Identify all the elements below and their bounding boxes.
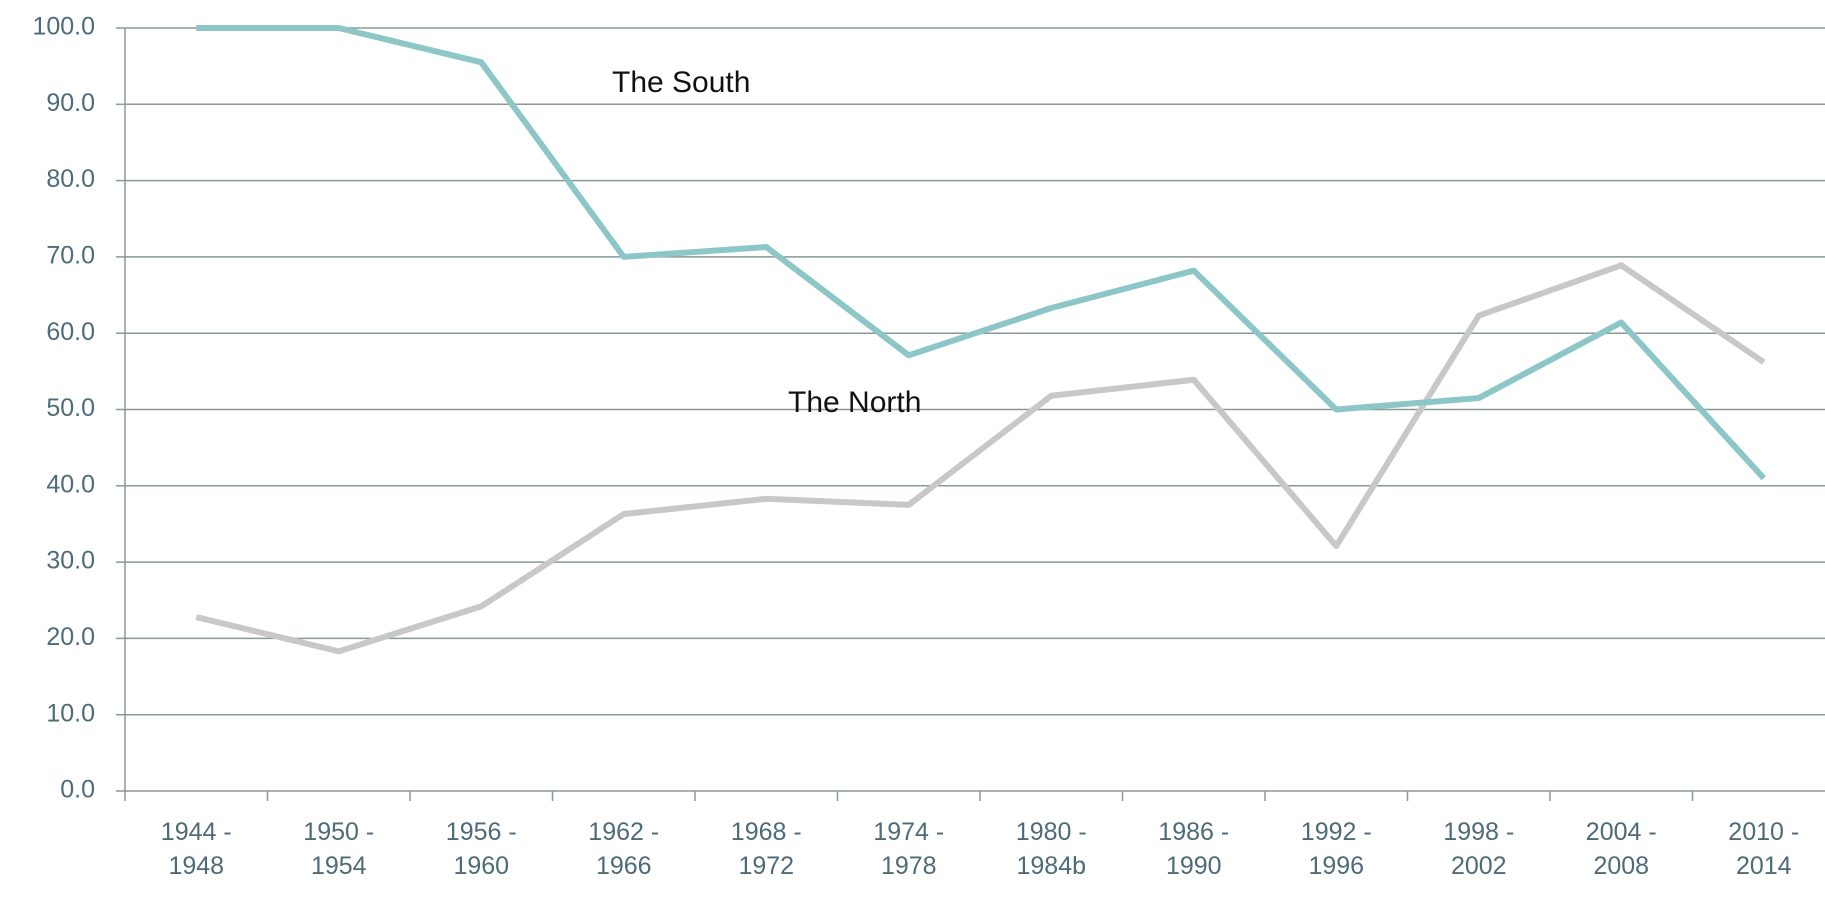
x-tick-label: 1956 - 1960: [445, 818, 517, 880]
y-tick-label: 90.0: [46, 89, 95, 117]
y-tick-label: 0.0: [60, 776, 95, 804]
y-tick-label: 100.0: [32, 13, 95, 41]
x-tick-label: 1986 - 1990: [1158, 818, 1230, 880]
y-tick-label: 10.0: [46, 699, 95, 727]
x-tick-label: 1980 - 1984b: [1015, 818, 1087, 880]
x-tick-label: 1944 - 1948: [160, 818, 232, 880]
line: [196, 25, 1766, 481]
y-tick-label: 20.0: [46, 623, 95, 651]
y-tick-label: 30.0: [46, 547, 95, 575]
x-tick-label: 1950 - 1954: [303, 818, 375, 880]
y-tick-label: 70.0: [46, 242, 95, 270]
y-tick-label: 60.0: [46, 318, 95, 346]
x-tick-label: 1998 - 2002: [1443, 818, 1515, 880]
x-tick-label: 1962 - 1966: [588, 818, 660, 880]
x-tick-label: 1992 - 1996: [1300, 818, 1372, 880]
y-tick-label: 40.0: [46, 470, 95, 498]
line: [195, 262, 1766, 655]
x-tick-label: 1968 - 1972: [730, 818, 802, 880]
y-tick-label: 50.0: [46, 394, 95, 422]
y-tick-label: 80.0: [46, 165, 95, 193]
annotation: The North: [788, 386, 922, 419]
x-tick-label: 1974 - 1978: [873, 818, 945, 880]
annotation: The South: [612, 66, 751, 99]
x-tick-label: 2004 - 2008: [1585, 818, 1657, 880]
x-tick-label: 2010 - 2014: [1728, 818, 1800, 880]
